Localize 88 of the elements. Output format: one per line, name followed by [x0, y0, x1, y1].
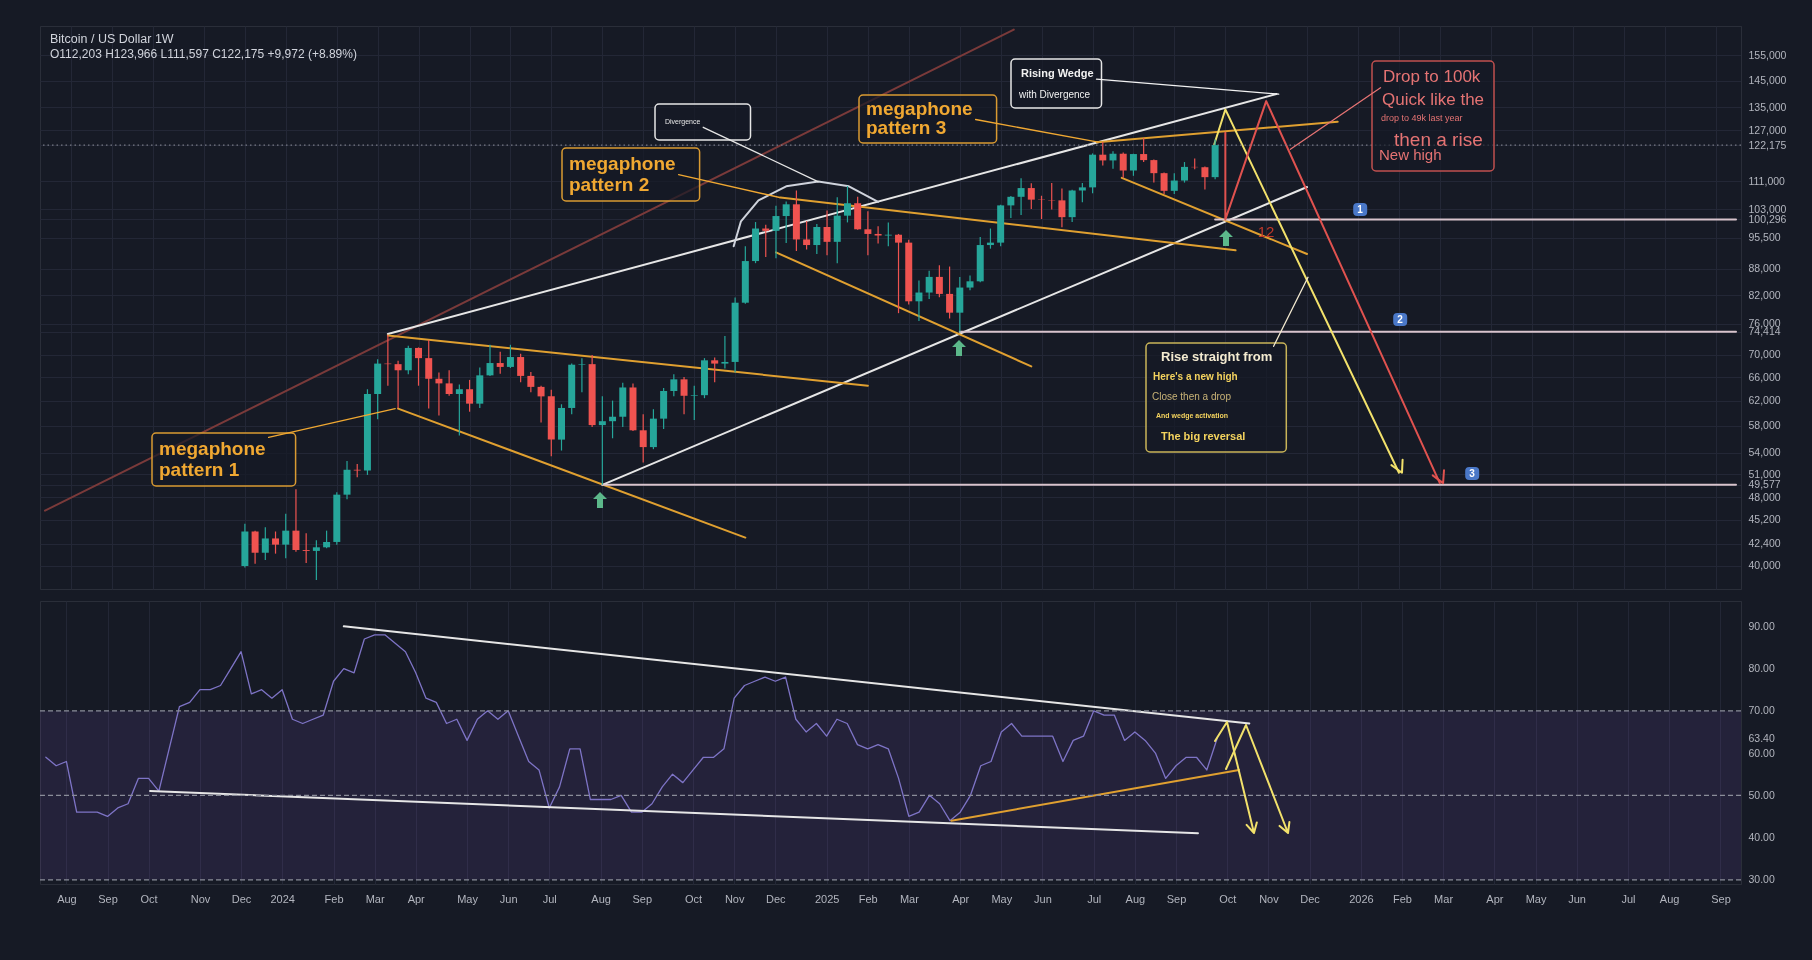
- x-tick-label: Mar: [899, 892, 920, 905]
- annotation: megaphone: [569, 153, 676, 174]
- x-tick-label: Aug: [57, 892, 77, 905]
- y-tick-label: 62,000: [1748, 394, 1781, 407]
- annotation: 2: [1397, 314, 1404, 325]
- x-tick-label: Aug: [591, 892, 611, 905]
- y-tick-label: 42,400: [1748, 537, 1781, 550]
- x-tick-label: Jul: [1621, 892, 1636, 905]
- x-tick-label: 2025: [814, 892, 840, 905]
- x-tick-label: Nov: [724, 892, 745, 905]
- x-tick-label: Mar: [1434, 892, 1454, 905]
- y-tick-label: 103,000: [1748, 202, 1787, 215]
- x-tick-label: Jul: [542, 892, 557, 905]
- y-tick-label: 122,175: [1748, 138, 1787, 151]
- annotation: Quick like the: [1382, 90, 1485, 109]
- annotation: Close then a drop: [1152, 391, 1232, 402]
- x-tick-label: Jun: [1034, 892, 1052, 905]
- y-tick-label: 30.00: [1748, 873, 1775, 886]
- y-tick-label: 111,000: [1748, 174, 1786, 187]
- annotation: drop to 49k last year: [1381, 113, 1463, 123]
- x-tick-label: 2024: [270, 892, 295, 905]
- y-tick-label: 66,000: [1748, 370, 1781, 383]
- annotation: Rising Wedge: [1021, 67, 1094, 79]
- annotation: Here's a new high: [1153, 371, 1238, 382]
- x-tick-label: Jun: [1568, 892, 1586, 905]
- y-tick-label: 90.00: [1748, 619, 1775, 632]
- x-tick-label: Aug: [1125, 892, 1146, 905]
- x-tick-label: Apr: [407, 892, 426, 905]
- y-tick-label: 76,000: [1748, 317, 1781, 330]
- y-tick-label: 145,000: [1748, 74, 1787, 87]
- x-tick-label: Dec: [766, 892, 787, 905]
- annotation: 3: [1469, 468, 1476, 479]
- x-tick-label: Apr: [952, 892, 970, 905]
- x-tick-label: Oct: [685, 892, 703, 905]
- annotation: megaphone: [866, 98, 973, 119]
- chart-title: Bitcoin / US Dollar 1W: [50, 31, 174, 46]
- x-tick-label: May: [1525, 892, 1547, 905]
- x-tick-label: Sep: [632, 892, 653, 905]
- y-tick-label: 88,000: [1748, 262, 1781, 275]
- y-tick-label: 70,000: [1748, 348, 1781, 361]
- annotation: Rise straight from: [1161, 349, 1273, 364]
- x-tick-label: 2026: [1349, 892, 1374, 905]
- x-tick-label: Sep: [98, 892, 118, 905]
- y-tick-label: 127,000: [1748, 123, 1787, 136]
- x-tick-label: Nov: [1259, 892, 1280, 905]
- y-tick-label: 49,577: [1748, 478, 1781, 491]
- annotation: 12: [1257, 223, 1275, 240]
- x-tick-label: Jul: [1087, 892, 1102, 905]
- annotation: 1: [1357, 204, 1364, 215]
- x-tick-label: Dec: [231, 892, 252, 905]
- y-tick-label: 45,200: [1748, 513, 1781, 526]
- y-tick-label: 155,000: [1748, 48, 1787, 61]
- x-tick-label: Oct: [140, 892, 158, 905]
- y-tick-label: 70.00: [1748, 704, 1775, 717]
- x-tick-label: Feb: [858, 892, 878, 905]
- x-tick-label: Mar: [365, 892, 385, 905]
- y-tick-label: 58,000: [1748, 419, 1781, 432]
- x-tick-label: Feb: [324, 892, 344, 905]
- y-tick-label: 50.00: [1748, 788, 1775, 801]
- y-tick-label: 60.00: [1748, 746, 1775, 759]
- y-tick-label: 54,000: [1748, 446, 1781, 459]
- x-tick-label: Jun: [499, 892, 518, 905]
- x-tick-label: Aug: [1659, 892, 1680, 905]
- text: O112,203 H123,966 L111,597 C122,175 +9,972 (+8.89%): [50, 47, 357, 61]
- y-tick-label: 95,500: [1748, 231, 1781, 244]
- y-tick-label: 51,000: [1748, 467, 1781, 480]
- annotation: pattern 1: [159, 459, 240, 480]
- x-tick-label: Oct: [1219, 892, 1237, 905]
- y-tick-label: 82,000: [1748, 288, 1781, 301]
- x-tick-label: Sep: [1166, 892, 1187, 905]
- y-tick-label: 135,000: [1748, 100, 1787, 113]
- annotation: with Divergence: [1018, 89, 1091, 100]
- annotation: pattern 2: [569, 174, 650, 195]
- x-tick-label: Dec: [1300, 892, 1321, 905]
- x-tick-label: Feb: [1392, 892, 1412, 905]
- y-tick-label: 63.40: [1748, 732, 1775, 745]
- x-tick-label: May: [991, 892, 1013, 905]
- annotation: Drop to 100k: [1383, 67, 1481, 86]
- annotation: The big reversal: [1161, 430, 1246, 442]
- y-tick-label: 48,000: [1748, 490, 1781, 503]
- y-tick-label: 40,000: [1748, 559, 1781, 572]
- x-tick-label: May: [457, 892, 479, 905]
- x-tick-label: Apr: [1486, 892, 1504, 905]
- y-tick-label: 80.00: [1748, 662, 1775, 675]
- annotation: megaphone: [159, 438, 266, 459]
- x-tick-label: Nov: [190, 892, 211, 905]
- y-tick-label: 40.00: [1748, 831, 1775, 844]
- x-tick-label: Sep: [1711, 892, 1731, 905]
